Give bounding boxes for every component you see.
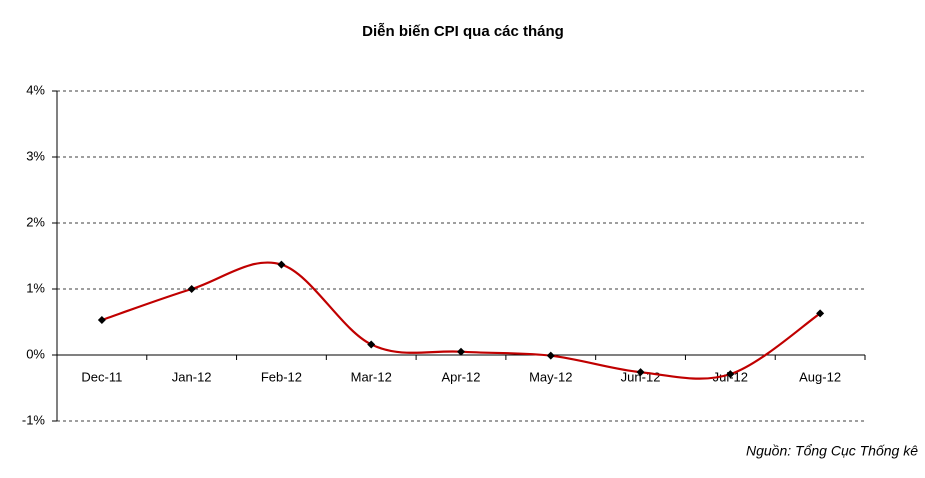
marker [367, 340, 376, 349]
marker [277, 260, 286, 269]
marker [546, 351, 555, 360]
marker [187, 285, 196, 293]
marker [457, 347, 465, 356]
marker [726, 370, 735, 379]
chart-title: Diễn biến CPI qua các tháng [362, 23, 564, 40]
y-tick-label: -1% [22, 412, 46, 427]
marker [816, 309, 825, 318]
y-tick-label: 4% [26, 82, 45, 97]
y-tick-label: 1% [26, 280, 45, 295]
x-tick-label: Apr-12 [441, 369, 480, 384]
y-tick-label: 0% [26, 346, 45, 361]
marker [97, 316, 106, 325]
marker [636, 368, 645, 377]
line [101, 261, 821, 380]
source-note: Nguồn: Tổng Cục Thống kê [746, 443, 918, 459]
x-tick-label: Jan-12 [172, 369, 212, 384]
x-tick-label: Mar-12 [351, 369, 392, 384]
x-tick-label: Aug-12 [799, 369, 841, 384]
y-tick-label: 2% [26, 214, 45, 229]
y-tick-label: 3% [26, 148, 45, 163]
x-tick-label: Dec-11 [81, 369, 122, 384]
x-tick-label: Feb-12 [261, 369, 302, 384]
x-tick-label: May-12 [529, 369, 572, 384]
